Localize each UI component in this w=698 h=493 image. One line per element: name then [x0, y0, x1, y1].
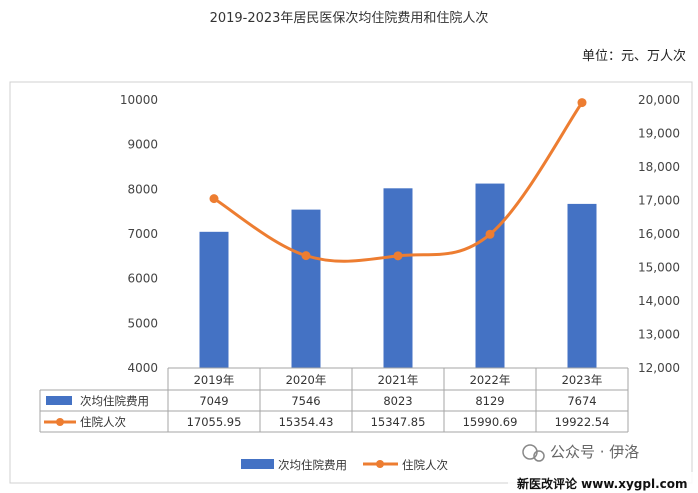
line-point-2019年: [209, 194, 219, 204]
right-tick-label: 14,000: [638, 294, 680, 308]
table-row-header: 次均住院费用: [80, 394, 149, 408]
category-label: 2020年: [286, 373, 327, 387]
left-tick-label: 6000: [127, 272, 158, 286]
bar-2019年: [199, 231, 229, 368]
line-series: [209, 98, 587, 263]
chart-title: 2019-2023年居民医保次均住院费用和住院人次: [209, 11, 489, 26]
watermark: 公众号 · 伊洛 新医改评论 www.xygpl.com: [508, 443, 698, 492]
category-label: 2021年: [378, 373, 419, 387]
line-point-2020年: [301, 251, 311, 261]
table-cell: 17055.95: [187, 415, 242, 429]
category-label: 2023年: [562, 373, 603, 387]
wechat-icon-small: [533, 450, 545, 462]
line-point-2022年: [485, 229, 495, 239]
left-tick-label: 9000: [127, 138, 158, 152]
bar-2021年: [383, 188, 413, 368]
line-point-2023年: [577, 98, 587, 108]
table-cell: 7546: [291, 394, 320, 408]
watermark-site: 新医改评论 www.xygpl.com: [517, 476, 688, 491]
legend-key-bar: [241, 459, 274, 469]
line-point-2021年: [393, 251, 403, 261]
left-axis: 10000 9000 8000 7000 6000 5000 4000: [120, 93, 158, 375]
right-tick-label: 17,000: [638, 194, 680, 208]
legend: 次均住院费用 住院人次: [241, 458, 448, 472]
left-tick-label: 4000: [127, 361, 158, 375]
left-tick-label: 8000: [127, 182, 158, 196]
table-cell: 15990.69: [463, 415, 518, 429]
right-tick-label: 19,000: [638, 127, 680, 141]
table-row-header: 住院人次: [80, 415, 126, 429]
table-cell: 15354.43: [279, 415, 334, 429]
left-tick-label: 5000: [127, 316, 158, 330]
table-cell: 15347.85: [371, 415, 426, 429]
category-label: 2019年: [194, 373, 235, 387]
bar-2022年: [475, 183, 505, 368]
bar-2023年: [567, 203, 597, 368]
right-axis: 20,000 19,000 18,000 17,000 16,000 15,000 14,0…: [638, 93, 680, 375]
category-label: 2022年: [470, 373, 511, 387]
unit-label: 单位：元、万人次: [581, 49, 686, 64]
table-cell: 8023: [383, 394, 412, 408]
bar-series: [199, 183, 597, 368]
table-key-bar: [46, 396, 72, 405]
legend-label: 住院人次: [402, 458, 448, 472]
right-tick-label: 18,000: [638, 160, 680, 174]
watermark-account: 公众号 · 伊洛: [550, 443, 639, 461]
legend-label: 次均住院费用: [278, 458, 347, 472]
chart-frame: [9, 81, 693, 484]
left-tick-label: 7000: [127, 227, 158, 241]
right-tick-label: 15,000: [638, 261, 680, 275]
table-cell: 7674: [567, 394, 596, 408]
table-cell: 19922.54: [555, 415, 610, 429]
table-cell: 8129: [475, 394, 504, 408]
right-tick-label: 13,000: [638, 328, 680, 342]
right-tick-label: 16,000: [638, 227, 680, 241]
bar-2020年: [291, 209, 321, 368]
right-tick-label: 20,000: [638, 93, 680, 107]
left-tick-label: 10000: [120, 93, 158, 107]
right-tick-label: 12,000: [638, 361, 680, 375]
table-cell: 7049: [199, 394, 228, 408]
